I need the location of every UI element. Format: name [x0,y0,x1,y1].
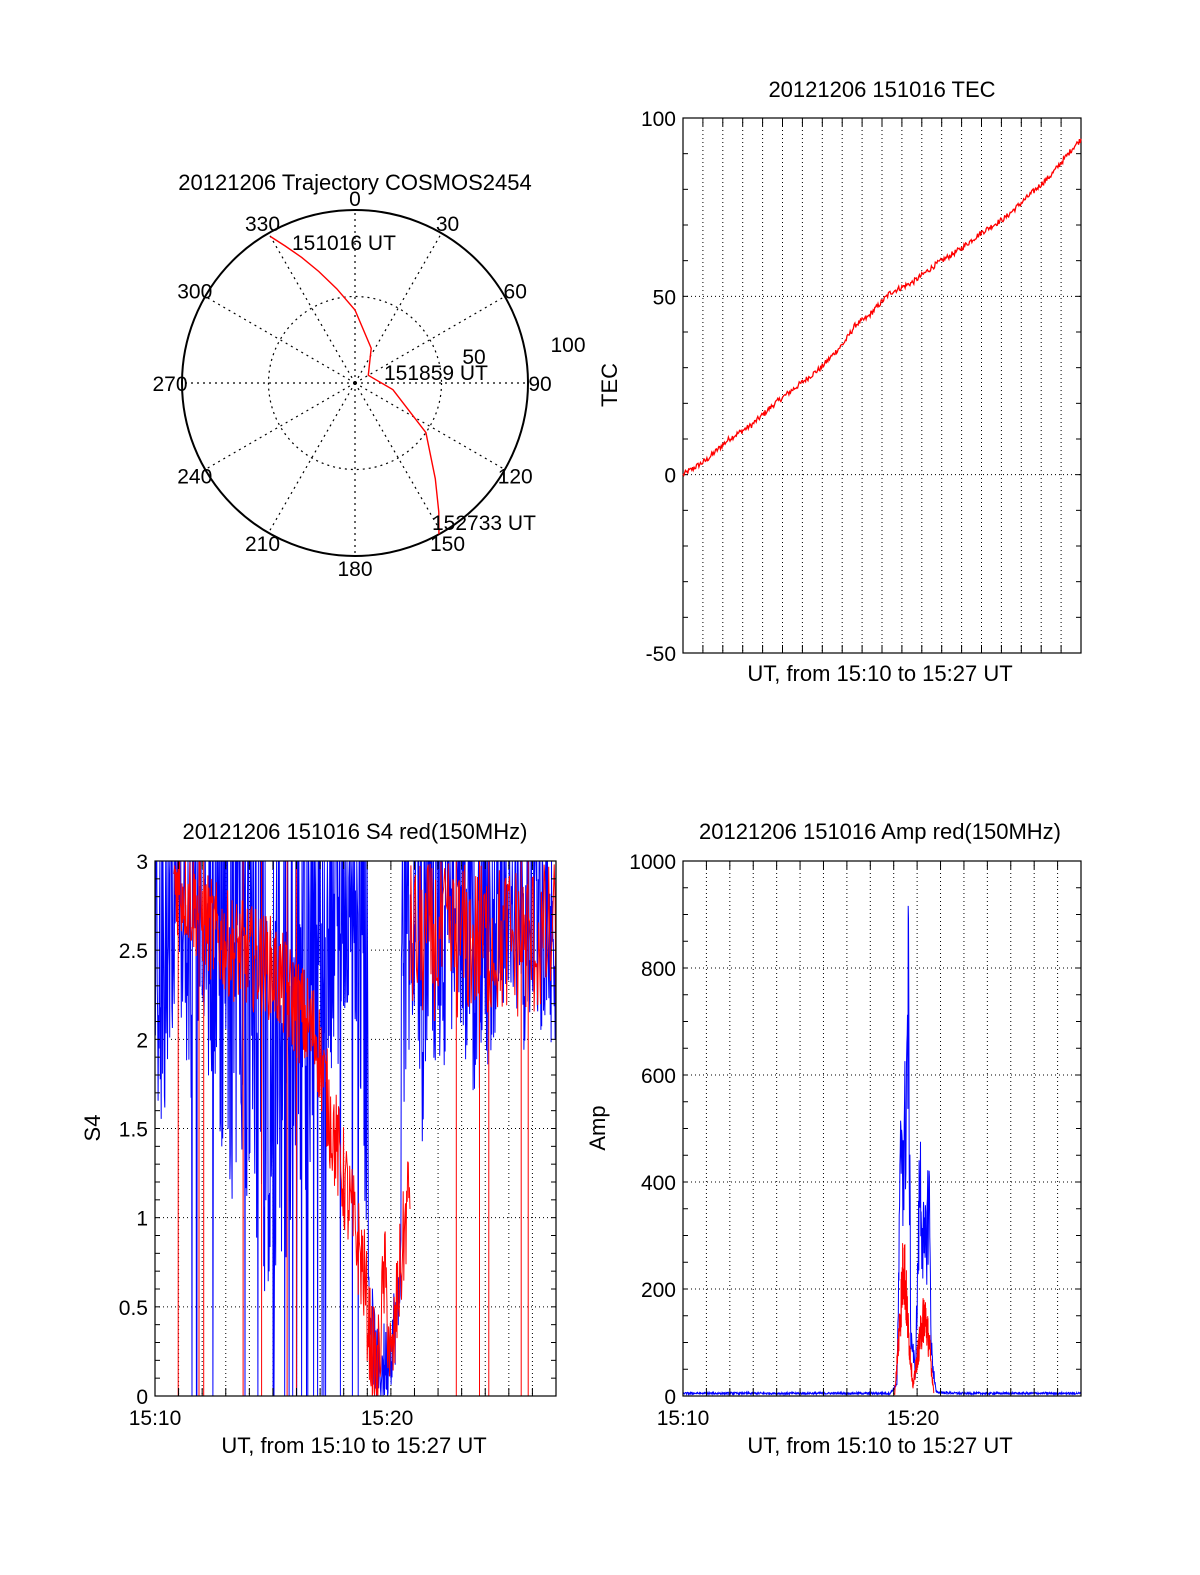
amp-series-red [894,1243,935,1396]
s4-x-axis-label: UT, from 15:10 to 15:27 UT [221,1433,486,1458]
s4-x-tick-label-1510: 15:10 [129,1407,182,1430]
s4-panel: 20121206 151016 S4 red(150MHz) 3 2.5 2 1.5 1… [80,819,557,1458]
amp-y-tick-label: 800 [641,958,676,981]
amp-panel: 20121206 151016 Amp red(150MHz) 1000 800 6… [585,819,1082,1458]
polar-annotation-end: 152733 UT [432,512,536,535]
polar-azimuth-label-60: 60 [504,281,527,304]
amp-y-tick-label: 400 [641,1172,676,1195]
s4-ticks [155,860,556,1397]
s4-y-tick-label: 3 [136,851,148,874]
polar-spoke-300 [204,295,356,384]
polar-outer-circle [181,209,529,557]
amp-y-tick-labels: 1000 800 600 400 200 0 [629,851,676,1409]
tec-panel: 20121206 151016 TEC 100 50 0 -50 TEC UT, fr… [597,77,1082,686]
s4-x-tick-label-1520: 15:20 [361,1407,414,1430]
tec-y-tick-label: -50 [646,643,676,666]
polar-azimuth-label-30: 30 [436,213,459,236]
tec-y-tick-label: 0 [664,465,676,488]
polar-azimuth-label-300: 300 [177,281,212,304]
s4-y-axis-label: S4 [80,1115,105,1142]
tec-title: 20121206 151016 TEC [768,77,995,102]
tec-ticks [683,117,1081,654]
amp-y-tick-label: 1000 [629,851,676,874]
polar-inner-circle [267,295,443,471]
polar-azimuth-label-240: 240 [177,466,212,489]
amp-series-blue [682,905,1082,1397]
polar-radial-label-100: 100 [550,334,585,357]
polar-radial-label-50: 50 [462,346,485,369]
polar-azimuth-label-210: 210 [245,533,280,556]
s4-series-red [173,860,557,1397]
s4-y-tick-label: 0 [136,1386,148,1409]
polar-azimuth-label-90: 90 [528,373,551,396]
amp-x-tick-label-1520: 15:20 [887,1407,940,1430]
s4-y-tick-label: 2 [136,1029,148,1052]
polar-azimuth-labels: 0 30 60 90 120 150 180 210 240 270 300 330 [152,188,551,581]
polar-azimuth-label-330: 330 [245,213,280,236]
amp-y-axis-label: Amp [585,1105,610,1150]
polar-title: 20121206 Trajectory COSMOS2454 [178,170,531,195]
polar-panel: 20121206 Trajectory COSMOS2454 0 30 60 90 12… [152,170,585,581]
s4-y-tick-label: 1.5 [119,1119,148,1142]
polar-spoke-120 [354,382,506,471]
polar-annotation-start: 151016 UT [292,232,396,255]
amp-x-axis-label: UT, from 15:10 to 15:27 UT [747,1433,1012,1458]
tec-y-axis-label: TEC [597,363,622,407]
polar-trajectory-line [270,235,440,535]
amp-y-tick-label: 200 [641,1279,676,1302]
polar-spoke-30 [354,232,443,384]
s4-y-tick-labels: 3 2.5 2 1.5 1 0.5 0 [119,851,148,1409]
s4-y-tick-label: 0.5 [119,1297,148,1320]
polar-azimuth-label-150: 150 [430,533,465,556]
tec-y-tick-label: 50 [653,286,676,309]
s4-title: 20121206 151016 S4 red(150MHz) [183,819,528,844]
amp-x-tick-label-1510: 15:10 [657,1407,710,1430]
polar-azimuth-label-270: 270 [152,373,187,396]
polar-spoke-210 [267,382,356,534]
s4-y-tick-label: 2.5 [119,940,148,963]
s4-traces [154,860,557,1397]
polar-grid [182,210,528,556]
amp-y-tick-label: 0 [664,1386,676,1409]
polar-spoke-330 [267,232,356,384]
polar-spoke-60 [354,295,506,384]
s4-y-tick-label: 1 [136,1208,148,1231]
tec-x-axis-label: UT, from 15:10 to 15:27 UT [747,661,1012,686]
tec-y-tick-label: 100 [641,108,676,131]
tec-series-line [682,138,1082,477]
amp-ticks [683,860,1081,1397]
polar-spoke-240 [204,382,356,471]
amp-y-tick-label: 600 [641,1065,676,1088]
polar-azimuth-label-180: 180 [337,558,372,581]
polar-azimuth-label-0: 0 [349,188,361,211]
polar-annotation-mid: 151859 UT [384,362,488,385]
polar-azimuth-label-120: 120 [498,466,533,489]
amp-title: 20121206 151016 Amp red(150MHz) [699,819,1061,844]
polar-spoke-150 [354,382,443,534]
tec-y-tick-labels: 100 50 0 -50 [641,108,676,666]
